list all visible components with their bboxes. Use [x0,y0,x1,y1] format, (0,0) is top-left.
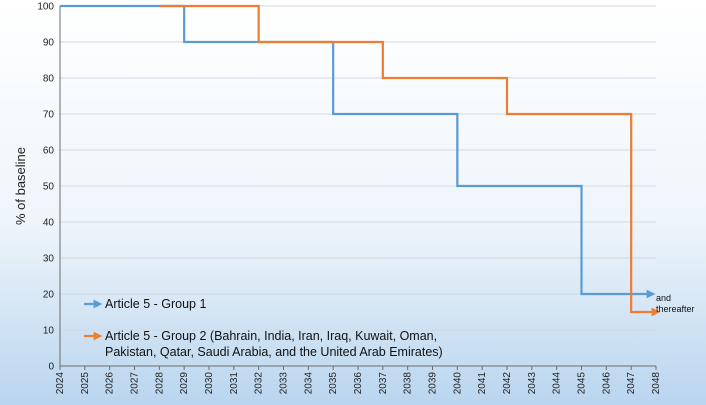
x-tick-label: 2048 [651,372,662,395]
series-line-2 [159,4,661,317]
legend-label-1: Article 5 - Group 1 [105,297,206,311]
x-tick-label: 2035 [328,372,339,395]
y-tick-label: 60 [43,146,55,157]
y-tick-label: 100 [37,2,54,13]
legend-label-2: Article 5 - Group 2 (Bahrain, India, Ira… [105,329,437,343]
y-tick-label: 80 [43,74,55,85]
x-tick-label: 2029 [179,372,190,395]
x-tick-label: 2030 [204,372,215,395]
y-tick-label: 20 [43,290,55,301]
x-tick-label: 2031 [229,372,240,395]
y-axis-label: % of baseline [13,147,28,225]
legend-label-2: Pakistan, Qatar, Saudi Arabia, and the U… [105,345,443,359]
x-tick-label: 2046 [601,372,612,395]
x-tick-label: 2044 [552,372,563,395]
x-tick-label: 2027 [130,372,141,395]
x-tick-label: 2033 [279,372,290,395]
y-tick-label: 70 [43,110,55,121]
y-tick-label: 90 [43,38,55,49]
x-tick-label: 2040 [452,372,463,395]
series-line-1 [60,4,656,299]
x-tick-label: 2037 [378,372,389,395]
x-tick-label: 2028 [154,372,165,395]
x-tick-label: 2045 [577,372,588,395]
y-tick-labels: 0 10 20 30 40 50 60 70 80 90 100 [37,2,54,373]
x-tick-label: 2025 [80,372,91,395]
x-tick-label: 2032 [254,372,265,395]
x-tick-label: 2043 [527,372,538,395]
legend: Article 5 - Group 1 Article 5 - Group 2 (… [84,297,443,359]
x-tick-label: 2034 [303,372,314,395]
x-tick-label: 2039 [428,372,439,395]
y-tick-label: 40 [43,218,55,229]
x-tick-label: 2024 [55,372,66,395]
x-tick-labels: 2024 2025 2026 2027 2028 2029 2030 2031 2032 2033… [55,366,662,394]
x-tick-label: 2036 [353,372,364,395]
y-tick-label: 0 [48,362,54,373]
y-tick-label: 50 [43,182,55,193]
annotation-text: and [656,293,671,303]
y-tick-label: 30 [43,254,55,265]
y-tick-label: 10 [43,326,55,337]
x-tick-label: 2041 [477,372,488,395]
x-tick-label: 2047 [626,372,637,395]
series-lines [60,4,661,317]
x-tick-label: 2026 [105,372,116,395]
x-tick-label: 2038 [403,372,414,395]
annotation-text: thereafter [656,304,695,314]
x-tick-label: 2042 [502,372,513,395]
